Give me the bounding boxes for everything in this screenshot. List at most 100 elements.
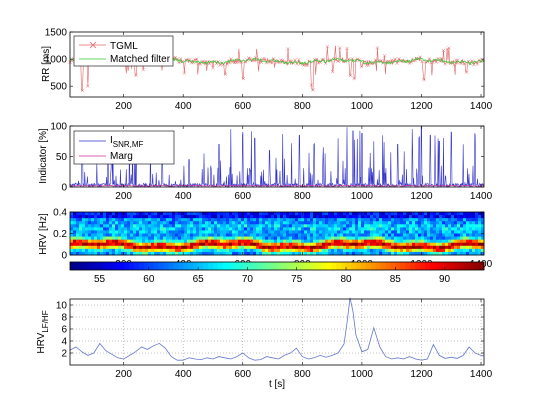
spectrogram-cell (172, 218, 176, 222)
spectrogram-cell (121, 233, 125, 237)
spectrogram-cell (160, 215, 164, 219)
spectrogram-cell (397, 236, 401, 241)
spectrogram-cell (238, 215, 242, 219)
spectrogram-cell (403, 212, 407, 216)
spectrogram-cell (229, 221, 233, 225)
spectrogram-cell (472, 221, 476, 225)
spectrogram-cell (283, 236, 287, 241)
spectrogram-cell (337, 221, 341, 225)
spectrogram-cell (343, 236, 347, 241)
spectrogram-cell (346, 215, 350, 219)
spectrogram-cell (97, 242, 101, 247)
spectrogram-cell (73, 215, 77, 219)
spectrogram-cell (73, 212, 77, 216)
spectrogram-cell (433, 236, 437, 241)
spectrogram-cell (304, 221, 308, 225)
spectrogram-cell (322, 245, 326, 250)
spectrogram-cell (415, 239, 419, 244)
spectrogram-cell (73, 251, 77, 256)
spectrogram-cell (76, 230, 80, 234)
spectrogram-cell (124, 251, 128, 256)
spectrogram-cell (433, 227, 437, 231)
spectrogram-cell (421, 230, 425, 234)
spectrogram-cell (127, 218, 131, 222)
spectrogram-cell (343, 227, 347, 231)
spectrogram-cell (232, 218, 236, 222)
spectrogram-cell (415, 251, 419, 256)
spectrogram-cell (343, 233, 347, 237)
spectrogram-cell (202, 248, 206, 253)
spectrogram-cell (94, 233, 98, 237)
spectrogram-cell (262, 236, 266, 241)
spectrogram-cell (433, 215, 437, 219)
spectrogram-cell (361, 239, 365, 244)
spectrogram-cell (460, 221, 464, 225)
spectrogram-cell (343, 230, 347, 234)
spectrogram-cell (421, 227, 425, 231)
spectrogram-cell (370, 224, 374, 228)
spectrogram-cell (262, 230, 266, 234)
spectrogram-cell (175, 215, 179, 219)
spectrogram-cell (88, 221, 92, 225)
spectrogram-cell (121, 248, 125, 253)
spectrogram-cell (277, 218, 281, 222)
spectrogram-cell (286, 230, 290, 234)
spectrogram-cell (358, 218, 362, 222)
spectrogram-cell (238, 227, 242, 231)
spectrogram-cell (91, 215, 95, 219)
spectrogram-cell (139, 233, 143, 237)
spectrogram-cell (208, 221, 212, 225)
spectrogram-cell (157, 239, 161, 244)
spectrogram-cell (334, 242, 338, 247)
colorbar-tick-label: 90 (439, 274, 451, 285)
colorbar-swatch (336, 262, 342, 270)
spectrogram-cell (448, 251, 452, 256)
spectrogram-cell (436, 245, 440, 250)
spectrogram-cell (259, 230, 263, 234)
tgml-marker (393, 57, 398, 61)
colorbar-swatch (346, 262, 352, 270)
spectrogram-cell (388, 236, 392, 241)
colorbar-tick-label: 55 (94, 274, 106, 285)
spectrogram-cell (328, 242, 332, 247)
spectrogram-cell (292, 245, 296, 250)
spectrogram-cell (466, 218, 470, 222)
spectrogram-cell (88, 233, 92, 237)
spectrogram-cell (406, 212, 410, 216)
spectrogram-cell (448, 248, 452, 253)
spectrogram-cell (424, 242, 428, 247)
rr-axes-box (69, 31, 485, 98)
spectrogram-cell (454, 251, 458, 256)
spectrogram-cell (244, 215, 248, 219)
lfhf-ylabel-main: HRV (36, 332, 47, 353)
spectrogram-cell (184, 236, 188, 241)
spectrogram-cell (466, 233, 470, 237)
spectrogram-cell (385, 227, 389, 231)
spectrogram-cell (118, 236, 122, 241)
spectrogram-cell (313, 230, 317, 234)
spectrogram-cell (418, 239, 422, 244)
spectrogram-cell (208, 215, 212, 219)
spectrogram-cell (145, 242, 149, 247)
spectrogram-cell (253, 218, 257, 222)
spectrogram-cell (130, 239, 134, 244)
spectrogram-cell (466, 251, 470, 256)
indicator-ytick-label: 0 (61, 183, 67, 194)
spectrogram-cell (334, 236, 338, 241)
spectrogram-cell (166, 251, 170, 256)
spectrogram-cell (406, 215, 410, 219)
spectrogram-cell (199, 239, 203, 244)
spectrogram-cell (166, 236, 170, 241)
spectrogram-cell (76, 236, 80, 241)
spectrogram-cell (421, 215, 425, 219)
spectrogram-cell (196, 230, 200, 234)
spectrogram-cell (190, 215, 194, 219)
spectrogram-cell (298, 218, 302, 222)
spectrogram-cell (394, 233, 398, 237)
spectrogram-cell (418, 245, 422, 250)
spectrogram-cell (385, 242, 389, 247)
spectrogram-cell (160, 239, 164, 244)
colorbar-swatch (262, 262, 268, 270)
spectrogram-cell (403, 227, 407, 231)
spectrogram-cell (85, 239, 89, 244)
